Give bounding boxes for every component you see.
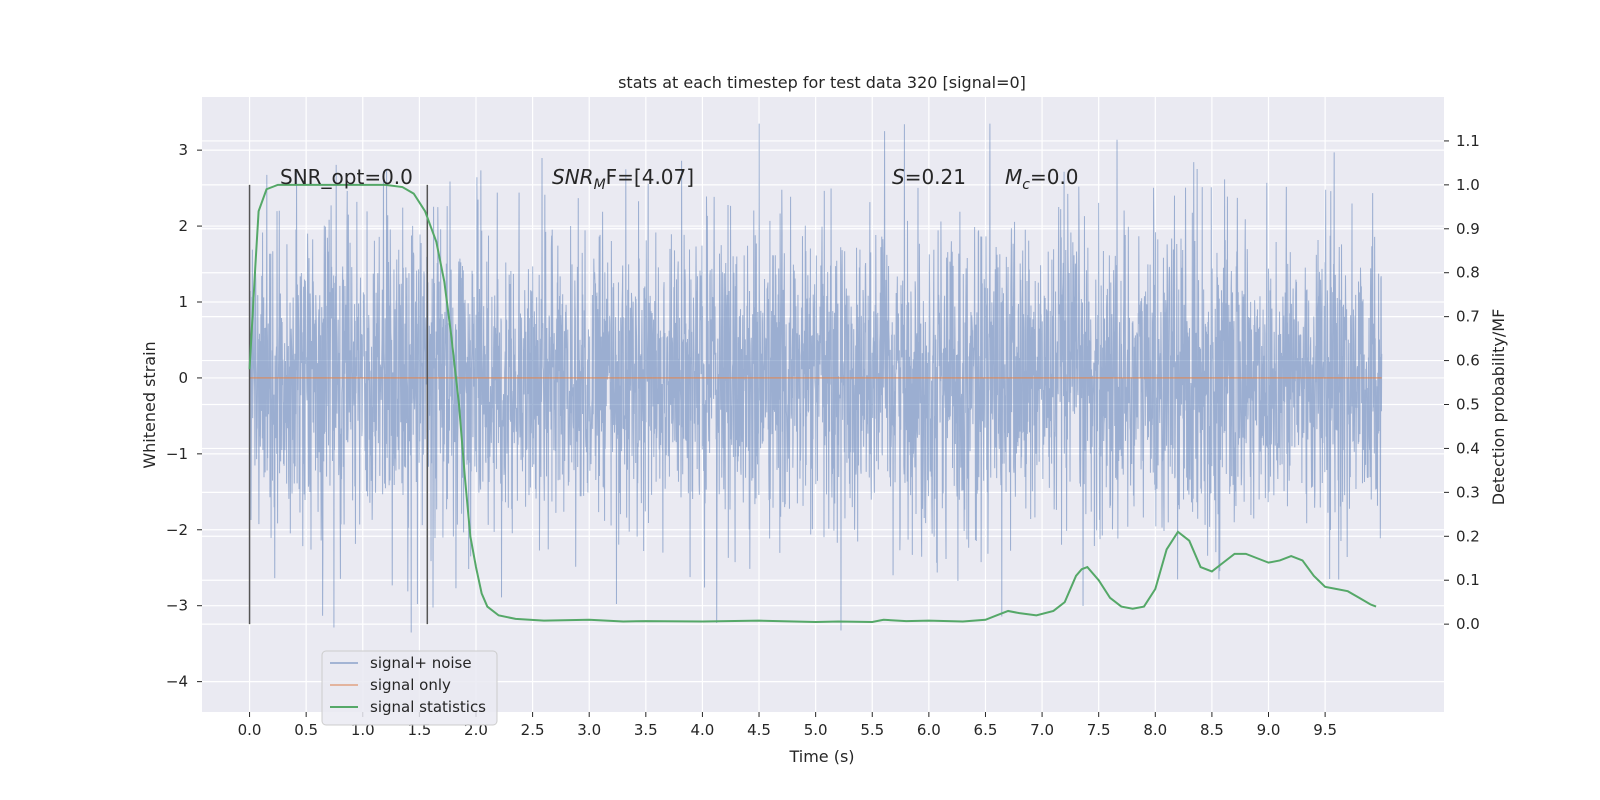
x-tick-label: 7.0 [1030, 721, 1054, 739]
annotation-snr-mf-prefix: SNR [552, 165, 594, 189]
y-right-tick-label: 0.5 [1456, 396, 1480, 414]
y-right-tick-label: 0.7 [1456, 308, 1480, 326]
legend-label-signal-noise: signal+ noise [370, 654, 472, 672]
annotation-s-label: S [892, 165, 905, 189]
annotation-mc: Mc=0.0 [1005, 165, 1079, 193]
legend-box [321, 650, 498, 726]
x-tick-label: 9.5 [1313, 721, 1337, 739]
x-tick-label: 7.5 [1087, 721, 1111, 739]
line-layer [248, 183, 1382, 625]
y-right-tick-label: 0.0 [1456, 615, 1480, 633]
y-right-tick-label: 0.1 [1456, 571, 1480, 589]
legend: signal+ noise signal only signal statist… [321, 650, 498, 726]
x-tick-label: 8.5 [1200, 721, 1224, 739]
y-tick-label: −2 [166, 521, 188, 539]
x-tick-label: 3.5 [634, 721, 658, 739]
annotation-s: S=0.21 [892, 165, 966, 189]
x-tick-label: 4.0 [690, 721, 714, 739]
y-tick-label: 1 [178, 293, 188, 311]
y-right-tick-label: 1.0 [1456, 176, 1480, 194]
x-tick-label: 3.0 [577, 721, 601, 739]
annotation-snr-mf: SNRMF=[4.07] [552, 165, 694, 193]
y-right-tick-label: 0.4 [1456, 439, 1480, 457]
noise-layer [249, 123, 1383, 633]
annotation-mc-sub: c [1022, 177, 1030, 193]
y-tick-label: 2 [178, 217, 188, 235]
y-right-tick-label: 0.2 [1456, 527, 1480, 545]
y-tick-label: −1 [166, 445, 188, 463]
y-tick-label: 0 [178, 369, 188, 387]
x-tick-label: 4.5 [747, 721, 771, 739]
annotation-mc-label: M [1005, 165, 1022, 189]
y-right-tick-label: 0.8 [1456, 264, 1480, 282]
chart-title: stats at each timestep for test data 320… [618, 73, 1026, 92]
y-tick-label: 3 [178, 141, 188, 159]
series-signal-noise [249, 123, 1383, 633]
x-tick-label: 9.0 [1257, 721, 1281, 739]
series-signal-statistics [248, 183, 1377, 623]
x-tick-label: 2.5 [521, 721, 545, 739]
y-right-tick-label: 0.3 [1456, 483, 1480, 501]
y-right-axis-label: Detection probability/MF [1489, 309, 1508, 506]
x-tick-label: 5.0 [804, 721, 828, 739]
x-axis-label: Time (s) [788, 747, 854, 766]
y-axis-label: Whitened strain [140, 341, 159, 468]
annotation-snr-mf-sub: M [594, 177, 606, 193]
x-tick-label: 0.5 [294, 721, 318, 739]
x-tick-label: 5.5 [860, 721, 884, 739]
annotation-mc-value: =0.0 [1030, 165, 1079, 189]
y-tick-label: −3 [166, 597, 188, 615]
x-tick-label: 8.0 [1143, 721, 1167, 739]
y-right-tick-label: 0.6 [1456, 352, 1480, 370]
x-tick-label: 0.0 [238, 721, 262, 739]
annotation-snr-mf-suffix: F=[4.07] [606, 165, 694, 189]
y-tick-label: −4 [166, 673, 188, 691]
y-right-tick-label: 0.9 [1456, 220, 1480, 238]
annotation-s-value: =0.21 [905, 165, 966, 189]
y-right-tick-label: 1.1 [1456, 132, 1480, 150]
annotation-snr-opt: SNR_opt=0.0 [280, 165, 413, 189]
x-tick-label: 6.5 [974, 721, 998, 739]
legend-label-signal-statistics: signal statistics [370, 698, 486, 716]
legend-label-signal-only: signal only [370, 676, 451, 694]
x-tick-label: 6.0 [917, 721, 941, 739]
